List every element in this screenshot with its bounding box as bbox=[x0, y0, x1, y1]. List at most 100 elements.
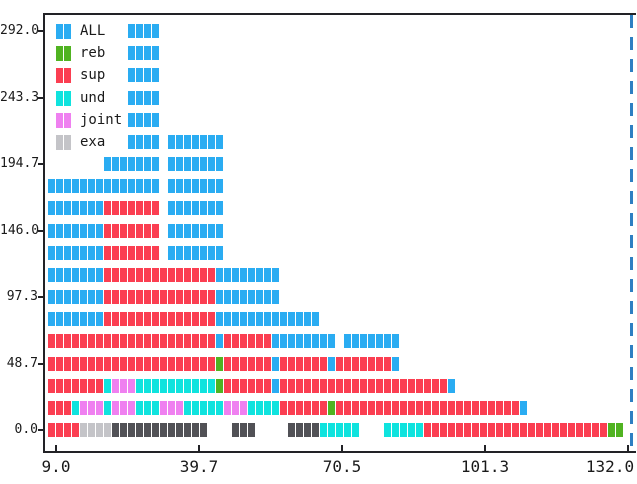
bar-brick-und bbox=[200, 379, 207, 393]
bar-brick-sup bbox=[48, 357, 55, 371]
y-tick-mark bbox=[38, 30, 44, 32]
bar-brick-ALL bbox=[328, 334, 335, 348]
bar-brick-ALL bbox=[152, 157, 159, 171]
bar-brick-sup bbox=[200, 334, 207, 348]
bar-brick-sup bbox=[72, 334, 79, 348]
bar-brick-ALL bbox=[56, 312, 63, 326]
bar-brick-ALL bbox=[48, 246, 55, 260]
bar-brick-sup bbox=[520, 423, 527, 437]
bar-brick-ALL bbox=[128, 91, 135, 105]
bar-brick-ALL bbox=[368, 334, 375, 348]
bar-brick-sup bbox=[136, 246, 143, 260]
bar-brick-ALL bbox=[48, 201, 55, 215]
bar-brick-sup bbox=[256, 379, 263, 393]
bar-brick-ALL bbox=[96, 268, 103, 282]
bar-brick-sup bbox=[104, 290, 111, 304]
bar-brick-ALL bbox=[128, 46, 135, 60]
bar-brick-sup bbox=[152, 224, 159, 238]
bar-brick-sup bbox=[200, 357, 207, 371]
bar-brick-sup bbox=[112, 268, 119, 282]
bar-brick-sup bbox=[184, 357, 191, 371]
x-tick-mark bbox=[484, 445, 486, 452]
bar-brick-ALL bbox=[88, 179, 95, 193]
bar-brick-sup bbox=[416, 401, 423, 415]
bar-brick-sup bbox=[376, 401, 383, 415]
bar-brick-sup bbox=[104, 334, 111, 348]
bar-brick-sup bbox=[192, 312, 199, 326]
y-tick-mark bbox=[38, 163, 44, 165]
bar-brick-sup bbox=[440, 401, 447, 415]
bar-brick-sup bbox=[312, 401, 319, 415]
bar-brick-sup bbox=[88, 357, 95, 371]
bar-brick-sup bbox=[160, 268, 167, 282]
legend-label-joint: joint bbox=[80, 112, 123, 128]
bar-brick-ALL bbox=[184, 201, 191, 215]
bar-brick-sup bbox=[168, 312, 175, 326]
bar-brick-dark bbox=[288, 423, 295, 437]
bar-brick-ALL bbox=[240, 268, 247, 282]
bar-brick-sup bbox=[160, 290, 167, 304]
bar-brick-sup bbox=[168, 290, 175, 304]
bar-brick-sup bbox=[224, 357, 231, 371]
legend-swatch-exa bbox=[64, 135, 71, 150]
bar-brick-sup bbox=[192, 334, 199, 348]
bar-brick-ALL bbox=[312, 334, 319, 348]
bar-brick-sup bbox=[224, 379, 231, 393]
bar-brick-sup bbox=[136, 334, 143, 348]
bar-brick-ALL bbox=[64, 246, 71, 260]
bar-brick-sup bbox=[304, 357, 311, 371]
bar-brick-sup bbox=[128, 246, 135, 260]
bar-brick-ALL bbox=[152, 68, 159, 82]
bar-brick-reb bbox=[328, 401, 335, 415]
bar-brick-ALL bbox=[72, 201, 79, 215]
bar-brick-ALL bbox=[344, 334, 351, 348]
bar-brick-sup bbox=[488, 401, 495, 415]
bar-brick-sup bbox=[128, 312, 135, 326]
bar-brick-reb bbox=[616, 423, 623, 437]
plot-top-border bbox=[43, 13, 636, 15]
bar-brick-ALL bbox=[152, 46, 159, 60]
bar-brick-und bbox=[136, 401, 143, 415]
bar-brick-sup bbox=[144, 268, 151, 282]
bar-brick-sup bbox=[320, 379, 327, 393]
bar-brick-joint bbox=[112, 401, 119, 415]
legend-label-reb: reb bbox=[80, 45, 106, 61]
bar-brick-und bbox=[336, 423, 343, 437]
bar-brick-ALL bbox=[376, 334, 383, 348]
bar-brick-sup bbox=[192, 290, 199, 304]
bar-brick-und bbox=[416, 423, 423, 437]
bar-brick-sup bbox=[144, 357, 151, 371]
bar-brick-sup bbox=[480, 423, 487, 437]
bar-brick-ALL bbox=[280, 334, 287, 348]
bar-brick-ALL bbox=[304, 334, 311, 348]
bar-brick-und bbox=[400, 423, 407, 437]
bar-brick-dark bbox=[312, 423, 319, 437]
bar-brick-und bbox=[264, 401, 271, 415]
bar-brick-sup bbox=[376, 379, 383, 393]
bar-brick-sup bbox=[368, 357, 375, 371]
bar-brick-ALL bbox=[200, 246, 207, 260]
bar-brick-sup bbox=[256, 334, 263, 348]
bar-brick-und bbox=[208, 379, 215, 393]
bar-brick-sup bbox=[368, 379, 375, 393]
bar-brick-sup bbox=[400, 379, 407, 393]
bar-brick-sup bbox=[208, 290, 215, 304]
bar-brick-ALL bbox=[208, 179, 215, 193]
x-tick-mark bbox=[198, 445, 200, 452]
bar-brick-ALL bbox=[48, 224, 55, 238]
bar-brick-sup bbox=[136, 268, 143, 282]
bar-brick-ALL bbox=[232, 290, 239, 304]
bar-brick-dark bbox=[240, 423, 247, 437]
bar-brick-ALL bbox=[96, 201, 103, 215]
bar-brick-ALL bbox=[128, 157, 135, 171]
bar-brick-ALL bbox=[264, 290, 271, 304]
bar-brick-sup bbox=[112, 334, 119, 348]
bar-brick-ALL bbox=[80, 268, 87, 282]
bar-brick-ALL bbox=[288, 312, 295, 326]
bar-brick-ALL bbox=[248, 268, 255, 282]
bar-brick-dark bbox=[120, 423, 127, 437]
bar-brick-sup bbox=[152, 334, 159, 348]
bar-brick-sup bbox=[48, 423, 55, 437]
bar-brick-joint bbox=[120, 379, 127, 393]
bar-brick-exa bbox=[80, 423, 87, 437]
